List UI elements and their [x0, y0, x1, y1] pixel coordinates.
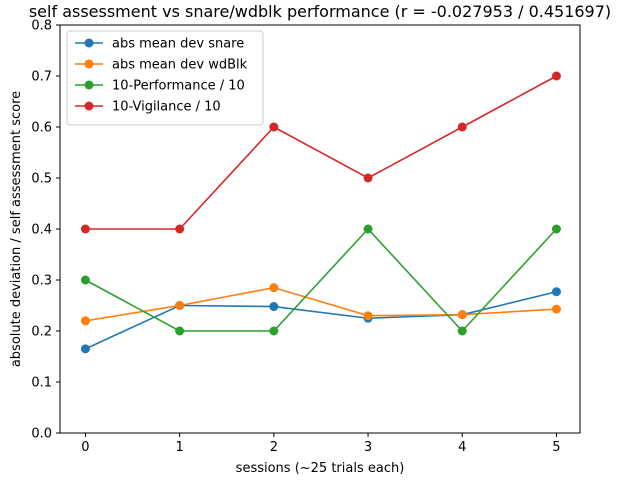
legend-label: 10-Performance / 10: [112, 79, 245, 94]
x-tick-label: 3: [364, 440, 372, 455]
series-2: [80, 283, 561, 326]
data-point: [80, 275, 90, 285]
legend-marker: [84, 38, 94, 48]
data-point: [551, 304, 561, 314]
x-axis-label: sessions (~25 trials each): [236, 461, 405, 476]
y-tick-label: 0.6: [31, 121, 52, 136]
data-point: [457, 122, 467, 132]
data-point: [457, 326, 467, 336]
legend-item: 10-Performance / 10: [75, 79, 245, 94]
data-point: [80, 344, 90, 354]
data-point: [80, 316, 90, 326]
y-axis-label: absolute deviation / self assessment sco…: [9, 91, 24, 367]
legend-item: abs mean dev wdBlk: [75, 58, 248, 73]
series-3: [80, 224, 561, 336]
legend-label: 10-Vigilance / 10: [112, 100, 221, 115]
data-point: [363, 224, 373, 234]
x-tick-label: 2: [270, 440, 278, 455]
y-tick-label: 0.5: [31, 172, 52, 187]
legend-label: abs mean dev wdBlk: [112, 58, 248, 73]
data-point: [551, 71, 561, 81]
data-point: [551, 224, 561, 234]
legend-label: abs mean dev snare: [112, 37, 244, 52]
legend-marker: [84, 59, 94, 69]
legend-marker: [84, 80, 94, 90]
chart-title: self assessment vs snare/wdblk performan…: [29, 2, 611, 21]
data-point: [269, 283, 279, 293]
data-point: [269, 302, 279, 312]
legend-box: [66, 30, 264, 126]
x-tick-label: 0: [81, 440, 89, 455]
y-tick-label: 0.0: [31, 427, 52, 442]
legend-item: 10-Vigilance / 10: [75, 100, 221, 115]
series-line: [85, 75, 557, 230]
series-4: [80, 71, 561, 234]
y-tick-label: 0.2: [31, 325, 52, 340]
data-point: [80, 224, 90, 234]
data-point: [175, 224, 185, 234]
x-tick-label: 5: [552, 440, 560, 455]
data-point: [457, 310, 467, 320]
data-point: [175, 301, 185, 310]
data-point: [551, 287, 561, 297]
y-tick-label: 0.8: [31, 19, 52, 34]
series-line: [85, 290, 557, 350]
data-point: [363, 311, 373, 321]
data-point: [269, 326, 279, 336]
data-point: [175, 326, 185, 336]
series-1: [80, 287, 561, 354]
y-tick-label: 0.7: [31, 70, 52, 85]
legend-item: abs mean dev snare: [75, 37, 244, 52]
legend-marker: [84, 101, 94, 111]
data-point: [363, 173, 373, 183]
x-tick-label: 1: [175, 440, 183, 455]
x-tick-label: 4: [458, 440, 466, 455]
legend: abs mean dev snare abs mean dev wdBlk 10-P…: [66, 30, 264, 126]
y-tick-label: 0.4: [31, 223, 52, 238]
y-tick-label: 0.1: [31, 376, 52, 391]
series-line: [85, 227, 558, 333]
data-point: [269, 122, 279, 132]
y-tick-label: 0.3: [31, 274, 52, 289]
